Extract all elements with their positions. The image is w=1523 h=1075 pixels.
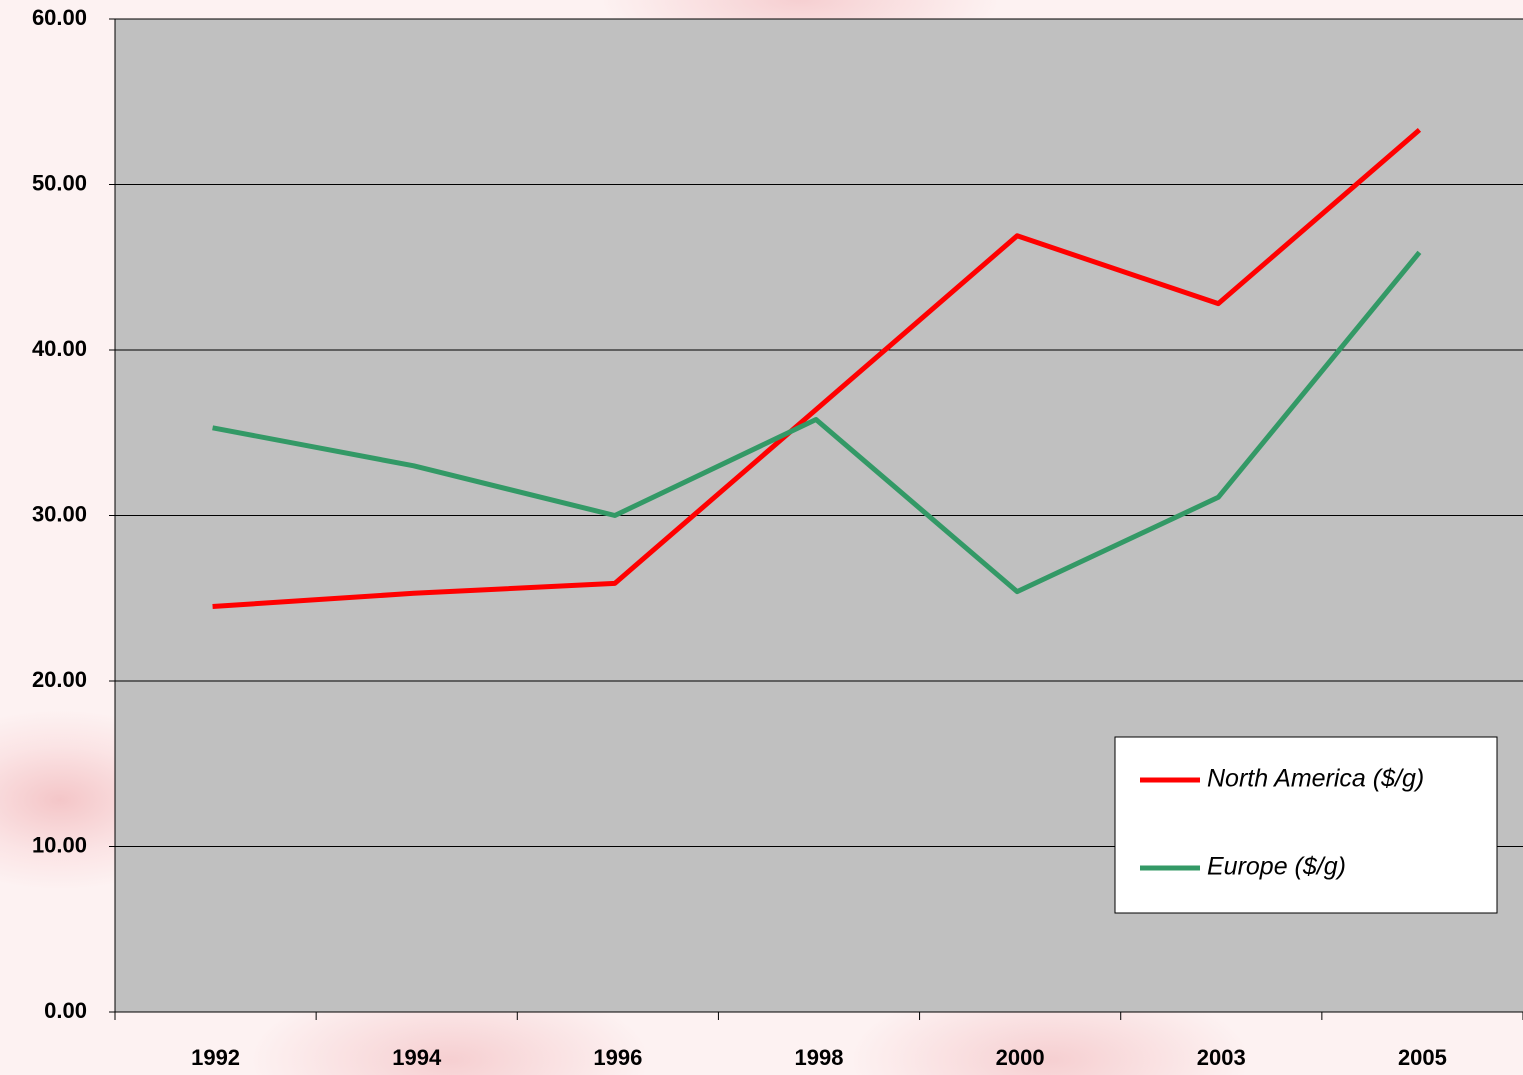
series-line: [212, 127, 1422, 610]
legend-box: [1114, 736, 1498, 914]
x-tick-label: 1994: [392, 1045, 442, 1070]
y-tick-label: 30.00: [32, 501, 87, 526]
y-tick-label: 40.00: [32, 336, 87, 361]
x-tick-label: 1992: [191, 1045, 240, 1070]
x-tick-label: 2000: [996, 1045, 1045, 1070]
legend-label: North America ($/g): [1207, 765, 1424, 793]
series-line: [212, 250, 1422, 595]
x-tick-label: 2003: [1197, 1045, 1246, 1070]
y-tick-label: 50.00: [32, 170, 87, 195]
y-tick-label: 0.00: [44, 998, 87, 1023]
x-tick-label: 2005: [1398, 1045, 1447, 1070]
y-tick-label: 10.00: [32, 832, 87, 857]
legend-label: Europe ($/g): [1207, 853, 1346, 881]
x-tick-label: 1998: [795, 1045, 844, 1070]
y-tick-label: 60.00: [32, 5, 87, 30]
x-tick-label: 1996: [593, 1045, 642, 1070]
y-tick-label: 20.00: [32, 667, 87, 692]
legend: North America ($/g) Europe ($/g): [1114, 736, 1498, 914]
